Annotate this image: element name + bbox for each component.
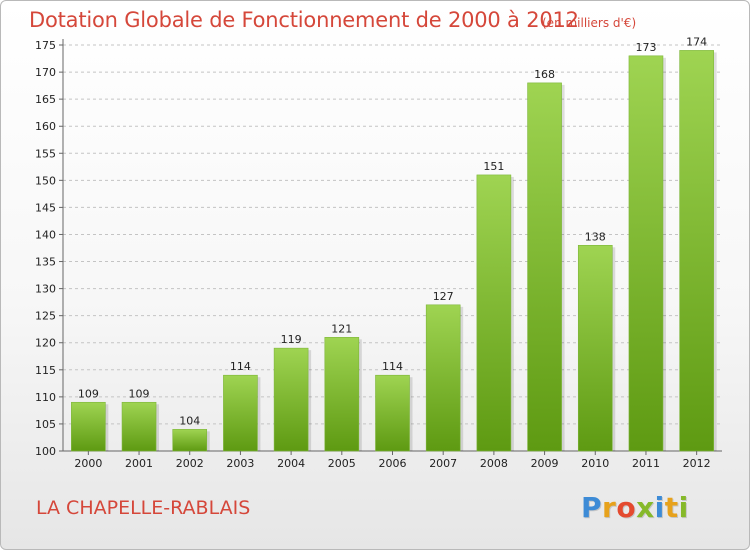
x-tick-label-2005: 2005 xyxy=(328,457,356,470)
x-tick-label-2009: 2009 xyxy=(531,457,559,470)
logo-letter: P xyxy=(581,491,603,524)
bar-2010 xyxy=(577,244,613,452)
bar-2012 xyxy=(679,50,714,452)
bar-2003 xyxy=(223,374,258,452)
bar-2007 xyxy=(425,304,461,452)
value-label-2002: 104 xyxy=(179,414,200,427)
x-tick-label-2006: 2006 xyxy=(379,457,407,470)
logo-letter: r xyxy=(602,491,617,524)
value-label-2011: 173 xyxy=(635,41,656,54)
bar-2008 xyxy=(476,174,512,452)
y-tick-label: 130 xyxy=(35,283,56,296)
x-tick-label-2008: 2008 xyxy=(480,457,508,470)
x-tick-label-2010: 2010 xyxy=(581,457,609,470)
bar-2000 xyxy=(71,401,106,452)
value-label-2012: 174 xyxy=(686,35,707,48)
x-tick-label-2011: 2011 xyxy=(632,457,660,470)
value-label-2006: 114 xyxy=(382,360,403,373)
x-tick-label-2002: 2002 xyxy=(176,457,204,470)
value-label-2008: 151 xyxy=(483,160,504,173)
x-tick-label-2003: 2003 xyxy=(226,457,254,470)
y-tick-label: 135 xyxy=(35,256,56,269)
bar-2002 xyxy=(172,429,208,452)
x-tick-label-2001: 2001 xyxy=(125,457,153,470)
x-tick-label-2000: 2000 xyxy=(74,457,102,470)
value-label-2004: 119 xyxy=(281,333,302,346)
logo-letter: o xyxy=(616,491,637,524)
value-label-2001: 109 xyxy=(129,387,150,400)
value-label-2005: 121 xyxy=(331,322,352,335)
y-tick-label: 155 xyxy=(35,147,56,160)
value-label-2009: 168 xyxy=(534,68,555,81)
value-label-2003: 114 xyxy=(230,360,251,373)
y-axis-ticks: 100 105 110 115 120 125 130 135 140 145 150 155 160 1… xyxy=(35,39,63,458)
y-tick-label: 170 xyxy=(35,66,56,79)
y-tick-label: 100 xyxy=(35,445,56,458)
y-tick-label: 105 xyxy=(35,418,56,431)
value-label-2000: 109 xyxy=(78,387,99,400)
y-tick-label: 140 xyxy=(35,228,56,241)
bar-2005 xyxy=(324,337,360,452)
value-label-2010: 138 xyxy=(585,230,606,243)
y-tick-label: 145 xyxy=(35,201,56,214)
x-tick-label-2004: 2004 xyxy=(277,457,305,470)
y-tick-label: 115 xyxy=(35,364,56,377)
proxiti-logo: Proxiti xyxy=(581,491,689,524)
logo-letter: i xyxy=(678,491,689,524)
y-tick-label: 175 xyxy=(35,39,56,52)
x-tick-label-2012: 2012 xyxy=(683,457,711,470)
logo-letter: i xyxy=(654,491,665,524)
bar-2011 xyxy=(628,55,664,452)
y-tick-label: 120 xyxy=(35,337,56,350)
grid-lines xyxy=(63,44,722,452)
value-label-2007: 127 xyxy=(433,290,454,303)
bar-2009 xyxy=(527,82,562,452)
value-labels: 109 109 104 114 119 121 114 127 151 168 138 173 174 xyxy=(78,35,707,427)
y-tick-label: 125 xyxy=(35,310,56,323)
y-tick-label: 150 xyxy=(35,174,56,187)
x-tick-label-2007: 2007 xyxy=(429,457,457,470)
chart-subtitle: (en milliers d'€) xyxy=(542,16,637,30)
chart-title: Dotation Globale de Fonctionnement de 20… xyxy=(29,8,579,32)
x-axis-ticks: 2000 2001 2002 2003 2004 2005 2006 2007 2008 2009… xyxy=(74,451,711,470)
bar-2001 xyxy=(121,401,157,452)
y-tick-label: 160 xyxy=(35,120,56,133)
logo-letter: x xyxy=(636,491,655,524)
bar-2004 xyxy=(273,347,309,452)
bar-2006 xyxy=(375,374,410,452)
y-tick-label: 110 xyxy=(35,391,56,404)
commune-name: LA CHAPELLE-RABLAIS xyxy=(36,497,251,519)
bars xyxy=(71,50,717,452)
logo-letter: t xyxy=(664,491,679,524)
y-tick-label: 165 xyxy=(35,93,56,106)
